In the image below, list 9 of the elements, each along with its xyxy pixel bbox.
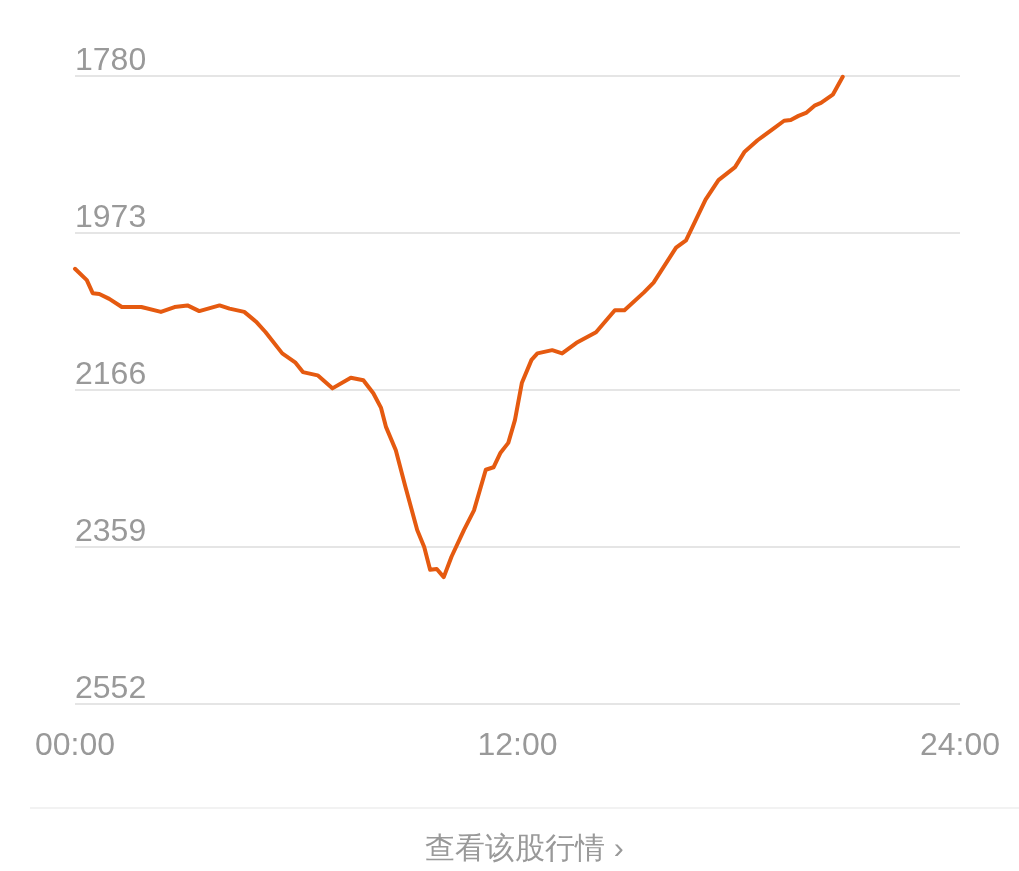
y-tick-label: 1973	[75, 198, 147, 234]
x-tick-label: 24:00	[919, 726, 1001, 762]
y-tick-label: 2166	[75, 355, 147, 391]
text: 查看该股行情 ›	[425, 831, 624, 864]
y-tick-label: 2359	[75, 512, 147, 548]
y-tick-label: 1780	[75, 41, 147, 77]
x-tick-label: 12:00	[477, 726, 558, 762]
x-tick-label: 00:00	[34, 726, 116, 762]
y-tick-label: 2552	[75, 669, 147, 705]
